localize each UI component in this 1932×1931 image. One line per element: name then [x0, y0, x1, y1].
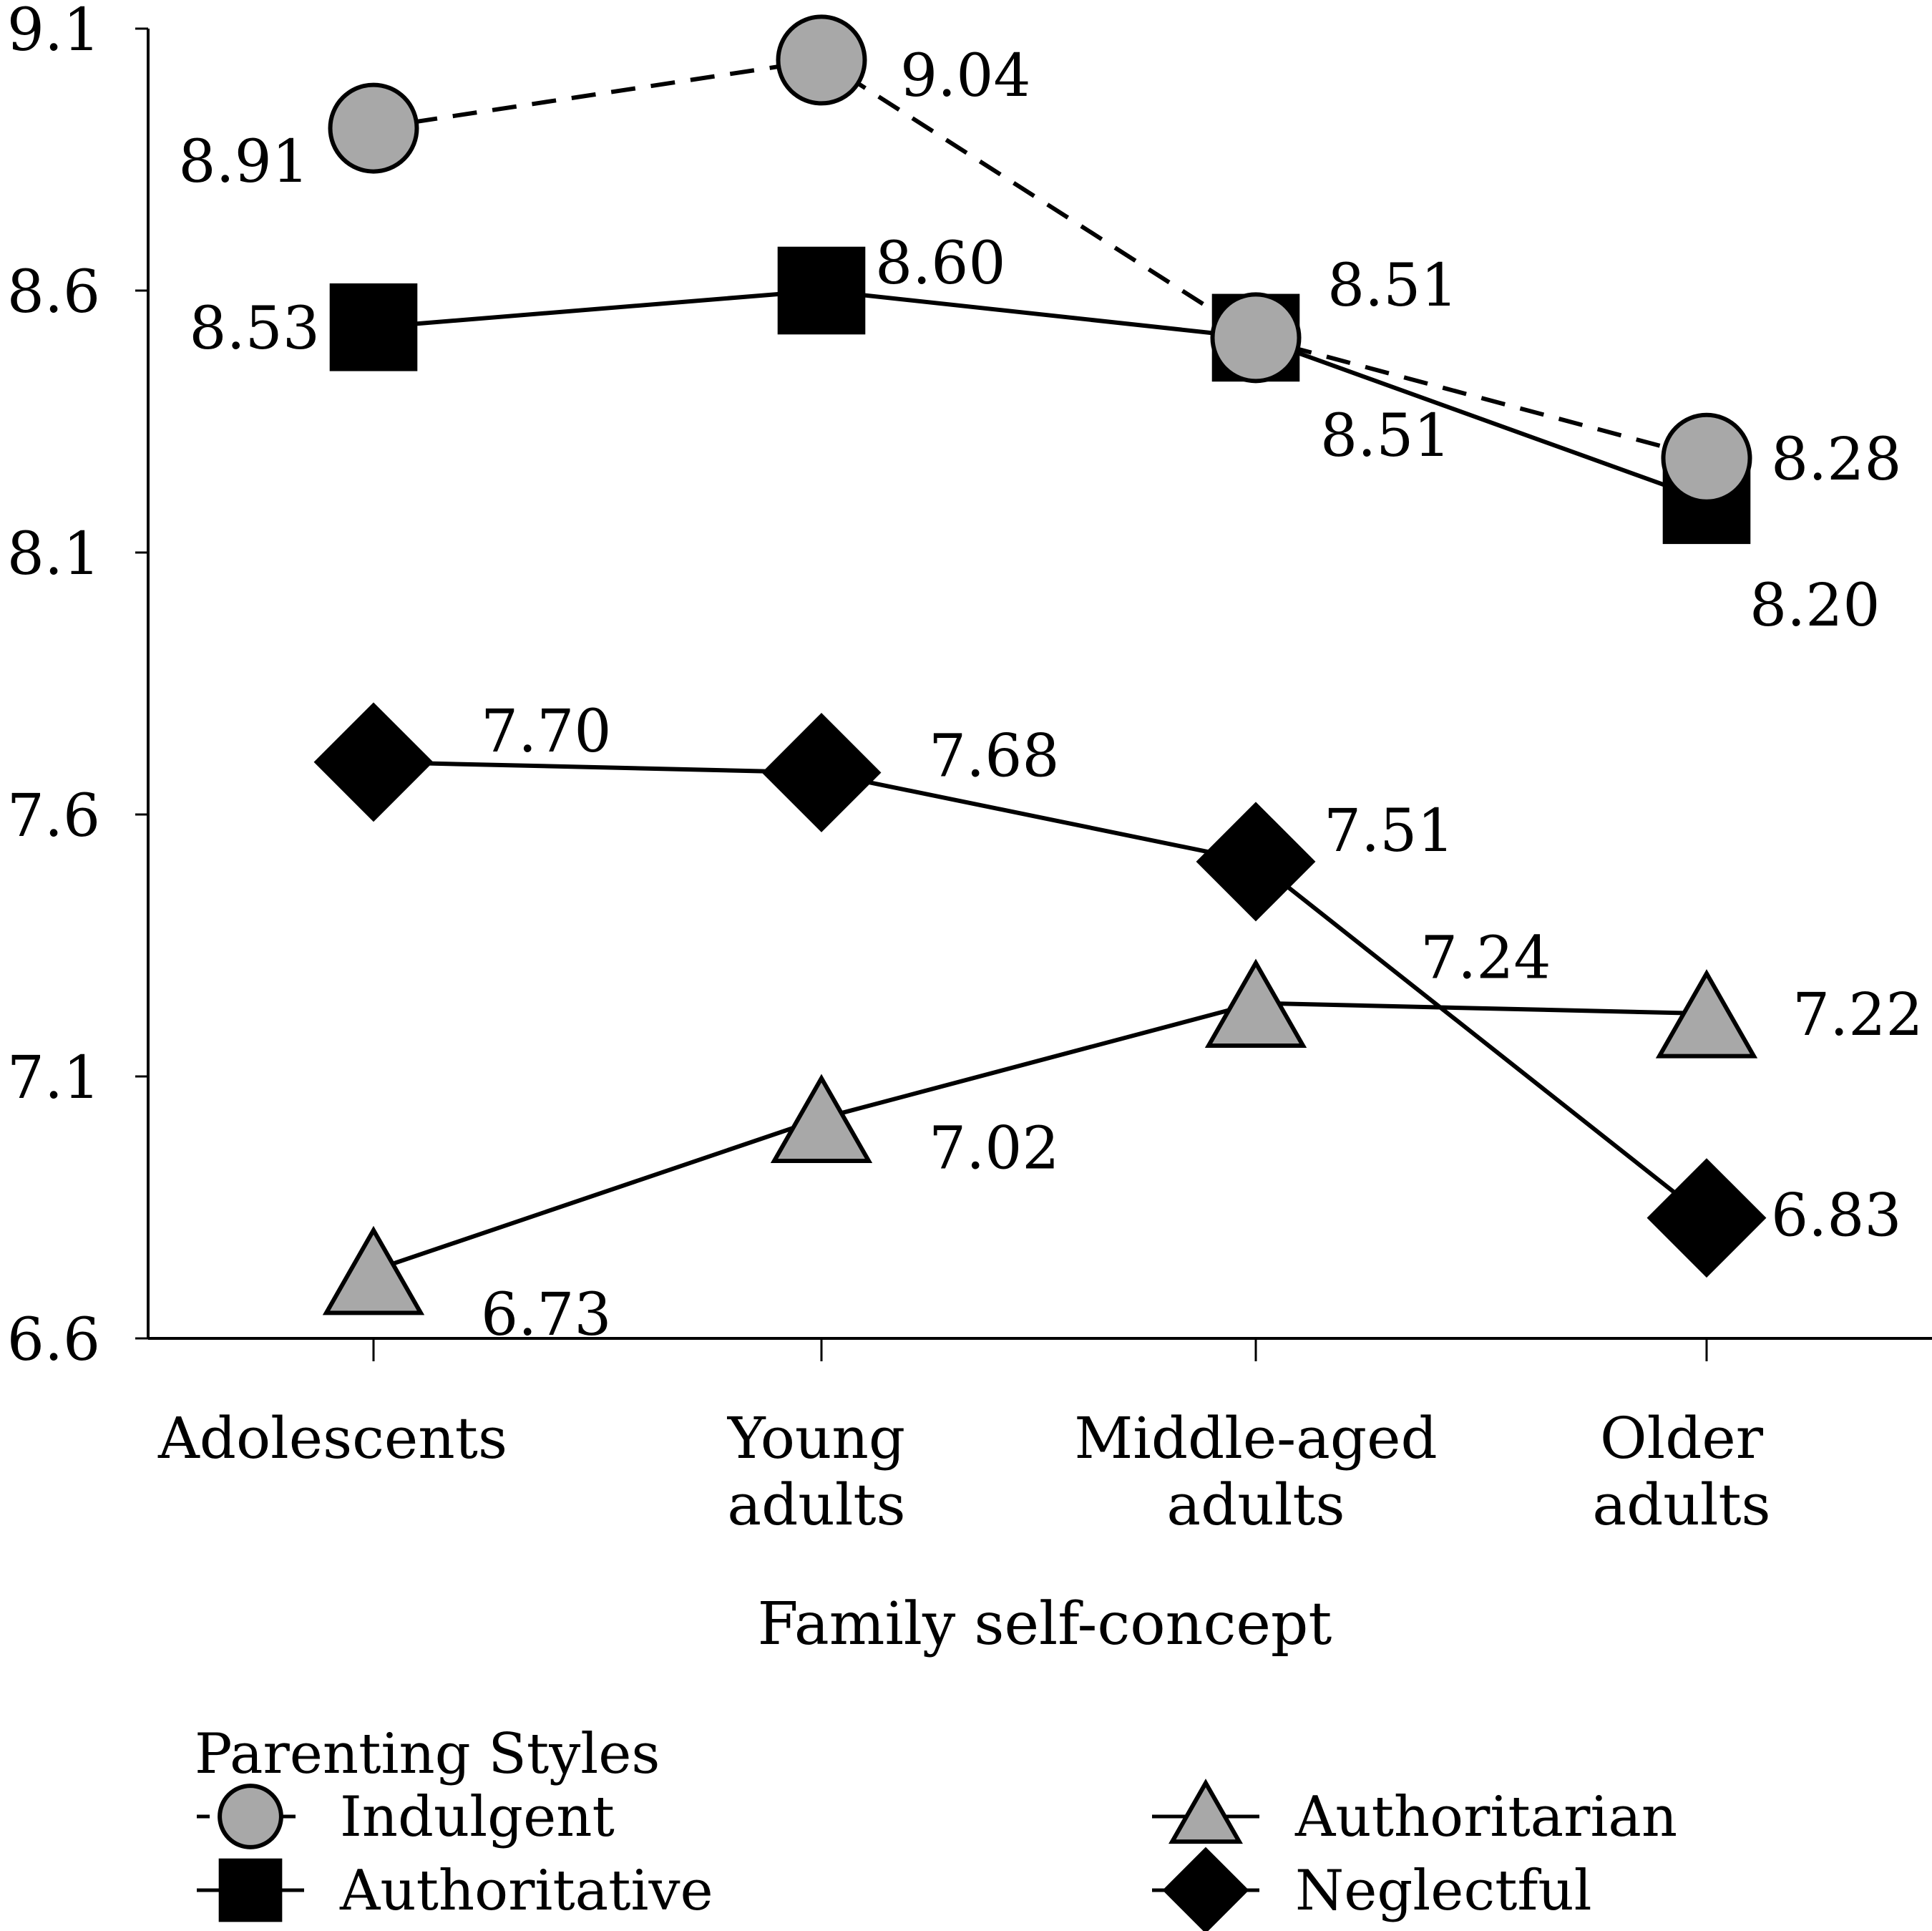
neglectful-point	[313, 702, 434, 822]
authoritative-point	[329, 283, 418, 371]
authoritarian-series-line	[373, 1001, 1707, 1273]
authoritative-point	[777, 246, 866, 335]
authoritarian-legend-marker	[1169, 1779, 1243, 1844]
x-tick-label: Older	[1600, 1405, 1764, 1472]
y-tick-label: 6.6	[7, 1306, 100, 1374]
legend: Parenting Styles Indulgent Authoritative A…	[195, 1722, 1677, 1931]
indulgent-data-label: 8.91	[178, 128, 309, 196]
indulgent-point	[1210, 292, 1302, 384]
neglectful-data-label: 7.68	[929, 722, 1060, 790]
authoritative-legend-label: Authoritative	[339, 1859, 713, 1923]
neglectful-legend-marker	[1162, 1847, 1249, 1931]
neglectful-data-label: 7.70	[481, 698, 612, 766]
authoritarian-data-label: 6.73	[481, 1281, 612, 1349]
x-tick-label: Young	[727, 1405, 905, 1472]
authoritative-legend-marker	[218, 1858, 283, 1922]
authoritarian-data-label: 7.24	[1420, 925, 1551, 993]
authoritative-data-label: 8.51	[1320, 402, 1451, 470]
authoritarian-data-label: 7.02	[929, 1115, 1060, 1183]
x-tick-label: adults	[727, 1472, 905, 1538]
y-tick-label: 9.1	[7, 0, 100, 64]
x-tick-label: adults	[1592, 1472, 1770, 1538]
indulgent-series-line	[373, 57, 1707, 461]
y-tick-label: 8.1	[7, 520, 100, 588]
indulgent-data-label: 8.51	[1327, 252, 1458, 320]
neglectful-point	[761, 712, 882, 832]
x-tick-label: Adolescents	[157, 1405, 507, 1472]
authoritarian-point	[1655, 969, 1758, 1059]
neglectful-series-line	[373, 759, 1708, 1220]
indulgent-data-label: 9.04	[900, 42, 1031, 110]
neglectful-data-label: 7.51	[1324, 797, 1455, 865]
legend-title: Parenting Styles	[195, 1722, 660, 1786]
y-tick-label: 7.1	[7, 1044, 100, 1112]
indulgent-legend-label: Indulgent	[340, 1785, 615, 1849]
y-tick-label: 7.6	[7, 782, 100, 850]
y-tick-label: 8.6	[7, 258, 100, 326]
x-axis-title: Family self-concept	[758, 1590, 1332, 1658]
indulgent-point	[328, 82, 419, 174]
authoritarian-point	[322, 1225, 425, 1315]
authoritarian-point	[1204, 958, 1307, 1049]
indulgent-point	[1661, 412, 1752, 504]
x-tick-label: Middle-aged	[1074, 1405, 1437, 1472]
authoritarian-data-label: 7.22	[1792, 981, 1923, 1049]
x-tick-label: adults	[1166, 1472, 1345, 1538]
indulgent-data-label: 8.28	[1771, 426, 1902, 494]
neglectful-point	[1196, 802, 1316, 922]
data-labels: 8.53 8.60 8.51 8.20 7.70 7.68 7.51 6.83 6.73 7.02…	[178, 42, 1923, 1349]
series-lines	[373, 57, 1708, 1273]
authoritarian-legend-label: Authoritarian	[1294, 1785, 1677, 1849]
indulgent-point	[776, 14, 867, 106]
authoritative-data-label: 8.60	[875, 230, 1006, 298]
authoritative-series-line	[373, 288, 1708, 502]
neglectful-point	[1646, 1158, 1767, 1278]
authoritative-data-label: 8.20	[1750, 572, 1880, 640]
indulgent-legend-marker	[218, 1784, 283, 1849]
series-markers	[313, 14, 1767, 1315]
authoritarian-point	[770, 1074, 873, 1164]
neglectful-legend-label: Neglectful	[1295, 1859, 1592, 1923]
authoritative-data-label: 8.53	[189, 295, 320, 363]
neglectful-data-label: 6.83	[1771, 1182, 1902, 1250]
